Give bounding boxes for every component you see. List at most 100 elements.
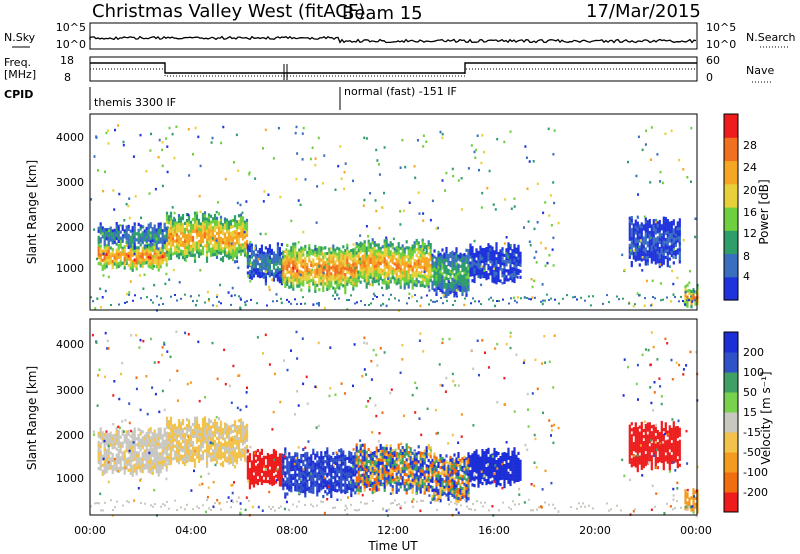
range-time-cell bbox=[487, 252, 490, 256]
range-time-cell bbox=[678, 233, 681, 237]
range-time-cell bbox=[300, 469, 303, 473]
range-time-cell bbox=[195, 431, 199, 435]
range-time-cell bbox=[371, 250, 374, 254]
scatter-cell bbox=[234, 231, 237, 234]
range-time-cell bbox=[141, 439, 144, 443]
range-time-cell bbox=[266, 253, 269, 258]
range-time-cell bbox=[431, 274, 434, 278]
range-time-cell bbox=[278, 262, 281, 266]
range-time-cell bbox=[153, 438, 156, 442]
range-time-cell bbox=[373, 244, 376, 248]
range-time-cell bbox=[338, 458, 341, 462]
range-time-cell bbox=[181, 223, 185, 227]
range-time-cell bbox=[143, 463, 146, 467]
range-time-cell bbox=[233, 450, 237, 454]
scatter-cell bbox=[107, 129, 110, 132]
ground-scatter-cell bbox=[456, 295, 458, 298]
range-time-cell bbox=[258, 457, 261, 461]
range-time-cell bbox=[310, 260, 313, 264]
scatter-cell bbox=[118, 192, 121, 196]
range-time-cell bbox=[231, 251, 235, 256]
range-time-cell bbox=[149, 240, 152, 244]
range-time-cell bbox=[201, 423, 205, 428]
range-time-cell bbox=[455, 268, 458, 272]
range-time-cell bbox=[239, 454, 243, 458]
scatter-cell bbox=[641, 256, 644, 259]
range-time-cell bbox=[189, 223, 193, 227]
range-time-cell bbox=[241, 424, 245, 428]
range-time-cell bbox=[463, 286, 466, 290]
range-time-cell bbox=[292, 281, 295, 285]
range-time-cell bbox=[264, 282, 267, 286]
range-time-cell bbox=[336, 264, 339, 268]
range-time-cell bbox=[660, 236, 663, 240]
range-time-cell bbox=[630, 234, 633, 238]
range-time-cell bbox=[377, 273, 380, 277]
range-time-cell bbox=[413, 250, 416, 254]
range-time-cell bbox=[433, 282, 436, 286]
range-time-cell bbox=[322, 479, 325, 484]
range-time-cell bbox=[211, 443, 215, 447]
ground-scatter-cell bbox=[446, 299, 448, 302]
range-time-cell bbox=[231, 230, 235, 235]
range-time-cell bbox=[225, 230, 229, 234]
range-time-cell bbox=[197, 254, 201, 258]
range-time-cell bbox=[435, 277, 438, 281]
range-time-cell bbox=[127, 257, 130, 261]
range-time-cell bbox=[248, 483, 251, 487]
scatter-cell bbox=[301, 132, 304, 135]
range-time-cell bbox=[241, 448, 245, 452]
range-time-cell bbox=[628, 231, 631, 235]
range-time-cell bbox=[280, 477, 283, 481]
range-time-cell bbox=[654, 249, 657, 253]
range-time-cell bbox=[334, 467, 337, 472]
ground-scatter-cell bbox=[562, 297, 564, 300]
range-time-cell bbox=[328, 274, 331, 278]
ground-scatter-cell bbox=[338, 297, 340, 300]
range-time-cell bbox=[334, 254, 337, 258]
range-time-cell bbox=[302, 265, 305, 269]
range-time-cell bbox=[690, 296, 693, 300]
range-time-cell bbox=[365, 264, 368, 268]
range-time-cell bbox=[117, 224, 120, 228]
range-time-cell bbox=[338, 464, 341, 468]
ground-scatter-cell bbox=[606, 294, 608, 297]
range-time-cell bbox=[129, 254, 132, 258]
range-time-cell bbox=[316, 274, 319, 278]
range-time-cell bbox=[101, 232, 104, 236]
range-time-cell bbox=[429, 279, 432, 283]
range-time-cell bbox=[159, 467, 162, 471]
range-time-cell bbox=[177, 256, 181, 260]
range-time-cell bbox=[328, 253, 331, 257]
range-time-cell bbox=[171, 445, 175, 449]
range-time-cell bbox=[441, 266, 444, 270]
range-time-cell bbox=[668, 236, 671, 240]
range-time-cell bbox=[165, 449, 169, 453]
range-time-cell bbox=[461, 286, 464, 291]
range-time-cell bbox=[403, 286, 406, 290]
range-time-cell bbox=[171, 225, 175, 229]
range-time-cell bbox=[179, 457, 183, 461]
range-time-cell bbox=[330, 491, 333, 495]
range-time-cell bbox=[113, 436, 116, 440]
range-time-cell bbox=[670, 247, 673, 252]
range-time-cell bbox=[389, 256, 392, 260]
range-time-cell bbox=[250, 264, 253, 268]
range-time-cell bbox=[457, 269, 460, 273]
scatter-cell bbox=[340, 177, 343, 180]
range-time-cell bbox=[459, 273, 462, 277]
range-time-cell bbox=[292, 461, 295, 465]
range-time-cell bbox=[467, 270, 470, 274]
range-time-cell bbox=[461, 280, 464, 285]
range-time-cell bbox=[127, 450, 130, 454]
ground-scatter-cell bbox=[644, 297, 646, 300]
range-time-cell bbox=[260, 457, 263, 461]
range-time-cell bbox=[183, 233, 187, 237]
scatter-cell bbox=[107, 275, 110, 279]
scatter-cell bbox=[492, 203, 495, 206]
range-time-cell bbox=[137, 249, 140, 253]
range-time-cell bbox=[453, 261, 456, 265]
range-time-cell bbox=[252, 463, 255, 467]
scatter-cell bbox=[142, 225, 145, 229]
scatter-cell bbox=[408, 292, 411, 296]
